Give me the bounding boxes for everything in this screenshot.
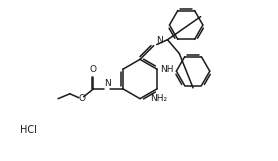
Text: O: O — [90, 65, 97, 74]
Text: O: O — [78, 94, 85, 103]
Text: N: N — [156, 36, 162, 45]
Text: NH₂: NH₂ — [150, 94, 168, 103]
Text: HCl: HCl — [20, 125, 37, 135]
Text: NH: NH — [160, 65, 173, 74]
Text: N: N — [104, 79, 111, 88]
